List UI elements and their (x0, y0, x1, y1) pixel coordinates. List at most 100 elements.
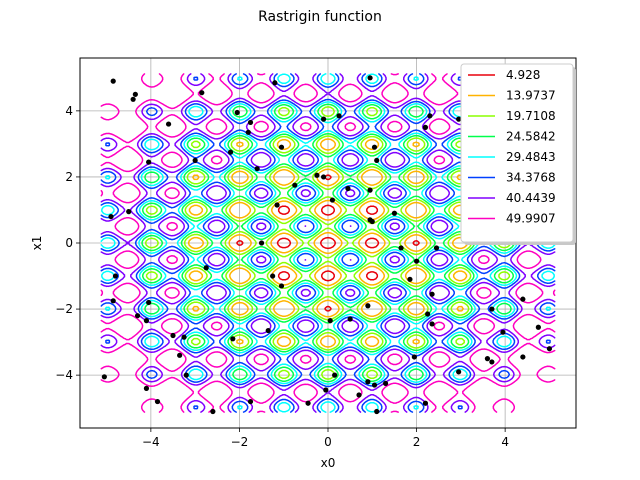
data-point (433, 245, 440, 251)
data-point (356, 392, 362, 398)
legend-label: 29.4843 (506, 150, 556, 164)
data-point (484, 356, 491, 362)
x-tick-label: 4 (501, 435, 509, 449)
data-point (429, 321, 435, 327)
chart-title: Rastrigin function (258, 9, 382, 25)
data-point (456, 369, 462, 375)
data-point (365, 303, 371, 309)
data-point (181, 334, 187, 340)
data-point (126, 209, 132, 215)
y-tick-label: 0 (65, 236, 73, 250)
contour-level-34.3768 (100, 73, 556, 413)
data-point (398, 245, 404, 251)
data-point (365, 379, 371, 385)
data-point (146, 159, 152, 165)
y-axis-ticks: −4 −2 0 2 4 (55, 104, 80, 382)
data-point (278, 283, 285, 289)
legend: 4.928 13.9737 19.7108 24.5842 29.4843 34.3768… (460, 63, 576, 245)
data-point (425, 311, 431, 317)
data-point (489, 359, 495, 365)
data-point (130, 96, 136, 102)
data-point (265, 327, 271, 334)
y-axis-label: x1 (30, 236, 44, 251)
legend-label: 13.9737 (506, 89, 556, 103)
data-point (192, 157, 198, 164)
data-point (272, 80, 278, 86)
data-point (329, 197, 336, 203)
data-point (247, 398, 254, 405)
data-point (203, 265, 209, 271)
data-point (254, 166, 260, 172)
data-point (227, 149, 234, 155)
data-point (489, 306, 495, 312)
data-point (500, 329, 506, 335)
data-point (320, 116, 327, 122)
data-point (165, 121, 172, 127)
legend-label: 4.928 (506, 68, 540, 82)
data-point (429, 291, 435, 297)
data-point (247, 119, 254, 126)
data-point (546, 346, 553, 352)
data-point (146, 299, 152, 306)
data-point (132, 91, 138, 97)
data-point (230, 336, 236, 342)
sample-points (101, 75, 553, 415)
data-point (320, 174, 327, 180)
data-point (374, 157, 380, 164)
data-point (374, 408, 380, 415)
data-point (371, 144, 378, 150)
data-point (110, 78, 116, 84)
data-point (199, 90, 205, 96)
data-point (134, 313, 141, 319)
legend-label: 40.4439 (506, 191, 556, 205)
data-point (234, 109, 240, 116)
y-tick-label: −4 (55, 368, 73, 382)
data-point (210, 408, 216, 415)
data-point (520, 354, 526, 360)
y-tick-label: −2 (55, 302, 73, 316)
data-point (347, 316, 353, 322)
y-tick-label: 4 (65, 104, 73, 118)
data-point (535, 324, 541, 330)
x-tick-label: −4 (142, 435, 160, 449)
data-point (371, 382, 378, 388)
data-point (382, 380, 389, 387)
data-point (332, 372, 338, 378)
data-point (170, 332, 176, 339)
data-point (112, 273, 119, 279)
data-point (314, 172, 320, 178)
data-point (367, 75, 373, 81)
data-point (270, 273, 276, 279)
y-tick-label: 2 (65, 170, 73, 184)
x-tick-label: 0 (324, 435, 332, 449)
data-point (177, 352, 183, 358)
x-tick-label: 2 (413, 435, 421, 449)
data-point (367, 187, 373, 193)
data-point (110, 298, 116, 304)
data-point (305, 400, 311, 406)
x-tick-label: −2 (231, 435, 249, 449)
contour-level-4.928 (236, 174, 420, 312)
data-point (391, 210, 398, 216)
data-point (101, 374, 107, 380)
data-point (108, 213, 114, 220)
data-point (520, 296, 526, 302)
legend-label: 19.7108 (506, 109, 556, 123)
data-point (143, 318, 150, 324)
data-point (327, 318, 333, 324)
data-point (422, 124, 429, 130)
data-point (245, 129, 251, 135)
data-point (411, 354, 417, 360)
data-point (292, 182, 298, 188)
contour-level-13.9737 (187, 138, 469, 348)
contour-level-29.4843 (100, 73, 556, 413)
contour-lines (100, 73, 556, 413)
data-point (345, 185, 351, 192)
x-axis-ticks: −4 −2 0 2 4 (142, 428, 509, 449)
data-point (407, 276, 413, 282)
data-point (369, 218, 375, 225)
legend-label: 34.3768 (506, 171, 556, 185)
contour-level-19.7108 (144, 106, 512, 380)
data-point (183, 372, 189, 378)
